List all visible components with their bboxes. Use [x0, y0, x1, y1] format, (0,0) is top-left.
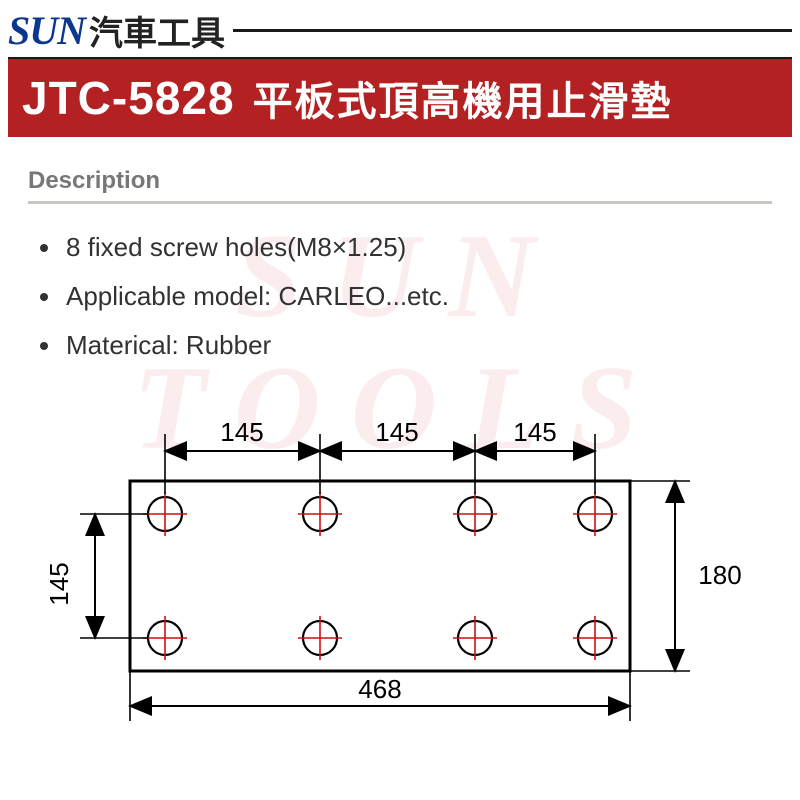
- brand-row: SUN 汽車工具: [8, 6, 792, 55]
- dim-bottom: 468: [130, 671, 630, 721]
- dim-top3: 145: [513, 417, 556, 447]
- dim-left: 145: [44, 562, 74, 605]
- description-list: 8 fixed screw holes(M8×1.25) Applicable …: [28, 232, 772, 361]
- dim-left: 145: [44, 514, 148, 638]
- product-title: 平板式頂高機用止滑墊: [253, 69, 673, 127]
- diagram: 145 145 145 145 180: [28, 386, 772, 736]
- dim-right: 180: [630, 481, 742, 671]
- content: Description 8 fixed screw holes(M8×1.25)…: [0, 137, 800, 736]
- header: SUN 汽車工具 JTC-5828 平板式頂高機用止滑墊: [0, 0, 800, 137]
- description-item: Applicable model: CARLEO...etc.: [40, 281, 772, 312]
- plate-diagram: 145 145 145 145 180: [40, 386, 760, 736]
- holes: [143, 492, 617, 660]
- dim-top2: 145: [375, 417, 418, 447]
- description-item: Materical: Rubber: [40, 330, 772, 361]
- brand-rule: [233, 29, 792, 32]
- dim-bottom: 468: [358, 674, 401, 704]
- plate-outline: [130, 481, 630, 671]
- product-code: JTC-5828: [22, 71, 235, 125]
- dim-top1: 145: [220, 417, 263, 447]
- brand-rest: 汽車工具: [89, 6, 225, 55]
- dim-right: 180: [698, 560, 741, 590]
- description-heading: Description: [28, 167, 772, 204]
- description-item: 8 fixed screw holes(M8×1.25): [40, 232, 772, 263]
- brand-sun: SUN: [8, 7, 85, 54]
- product-banner: JTC-5828 平板式頂高機用止滑墊: [8, 57, 792, 137]
